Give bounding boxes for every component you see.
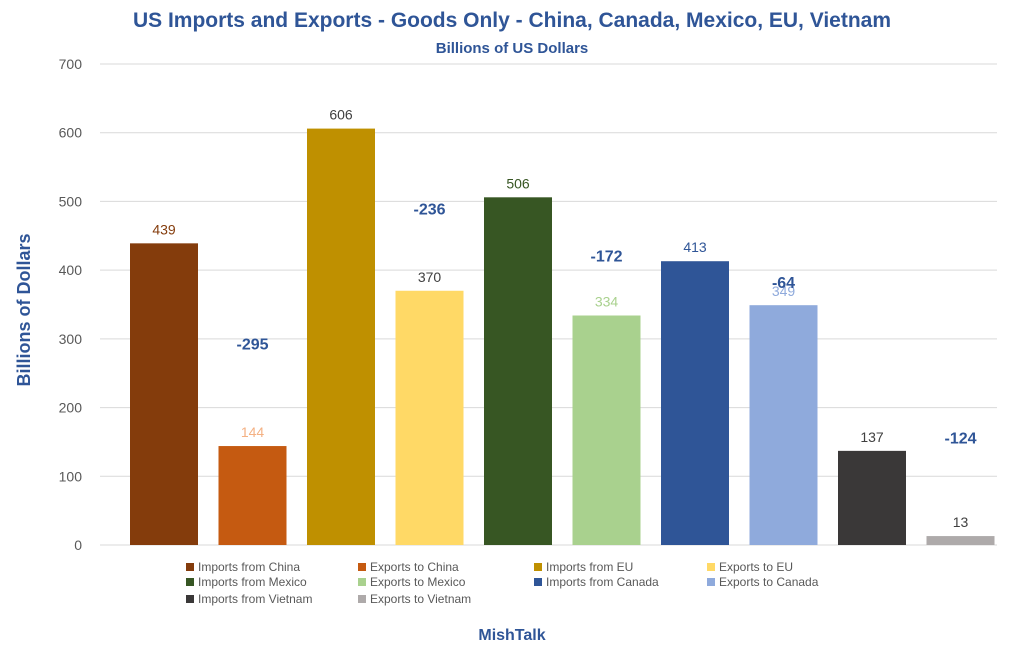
data-labels: 439 144 606 370 506 334 413 349 137 13: [152, 107, 968, 530]
bar-value-label: 137: [860, 429, 884, 445]
balance-label: -236: [413, 202, 445, 219]
legend-label: Imports from Canada: [546, 575, 659, 589]
bar-value-label: 439: [152, 221, 176, 237]
bar: [218, 446, 287, 545]
bar-value-label: 13: [953, 514, 969, 530]
bar-value-label: 506: [506, 175, 530, 191]
bar: [926, 536, 995, 545]
bar-value-label: 349: [772, 283, 796, 299]
bar: [749, 305, 818, 545]
balance-label: -295: [236, 337, 268, 354]
bar: [572, 315, 641, 545]
y-tick-label: 0: [74, 537, 82, 553]
bar: [130, 243, 198, 545]
legend-label: Imports from Mexico: [198, 575, 307, 589]
legend-swatch: [186, 578, 194, 586]
legend-label: Exports to EU: [719, 560, 793, 574]
bar: [395, 290, 464, 545]
legend-swatch: [534, 578, 542, 586]
y-tick-label: 300: [59, 331, 83, 347]
legend-swatch: [358, 595, 366, 603]
bar: [838, 450, 906, 545]
balance-labels: -295 -236 -172 -64 -124: [236, 202, 976, 448]
legend: Imports from China Exports to China Import…: [186, 560, 819, 606]
bar: [484, 197, 552, 545]
bars: [130, 128, 995, 545]
y-axis-label: Billions of Dollars: [14, 233, 34, 386]
y-tick-label: 400: [59, 262, 83, 278]
legend-swatch: [358, 563, 366, 571]
legend-swatch: [534, 563, 542, 571]
chart-title: US Imports and Exports - Goods Only - Ch…: [133, 9, 891, 32]
bar-value-label: 144: [241, 424, 265, 440]
legend-label: Imports from China: [198, 560, 300, 574]
legend-label: Exports to China: [370, 560, 459, 574]
bar: [307, 128, 375, 545]
y-tick-label: 700: [59, 56, 83, 72]
legend-swatch: [707, 578, 715, 586]
y-tick-label: 200: [59, 400, 83, 416]
footer-source: MishTalk: [478, 627, 545, 644]
bar-value-label: 606: [329, 107, 353, 123]
legend-swatch: [707, 563, 715, 571]
legend-label: Exports to Vietnam: [370, 592, 471, 606]
legend-label: Imports from Vietnam: [198, 592, 312, 606]
legend-label: Exports to Canada: [719, 575, 819, 589]
balance-label: -172: [590, 248, 622, 265]
legend-label: Imports from EU: [546, 560, 633, 574]
bar: [661, 261, 729, 545]
bar-value-label: 334: [595, 293, 619, 309]
legend-label: Exports to Mexico: [370, 575, 466, 589]
bar-value-label: 370: [418, 269, 442, 285]
y-axis-ticks: 0 100 200 300 400 500 600 700: [59, 56, 83, 553]
balance-label: -64: [772, 275, 795, 292]
y-tick-label: 100: [59, 468, 83, 484]
bar-value-label: 413: [683, 239, 707, 255]
y-tick-label: 600: [59, 125, 83, 141]
y-tick-label: 500: [59, 193, 83, 209]
chart-subtitle: Billions of US Dollars: [436, 40, 589, 57]
legend-swatch: [186, 563, 194, 571]
legend-swatch: [358, 578, 366, 586]
balance-label: -124: [944, 430, 976, 447]
legend-swatch: [186, 595, 194, 603]
